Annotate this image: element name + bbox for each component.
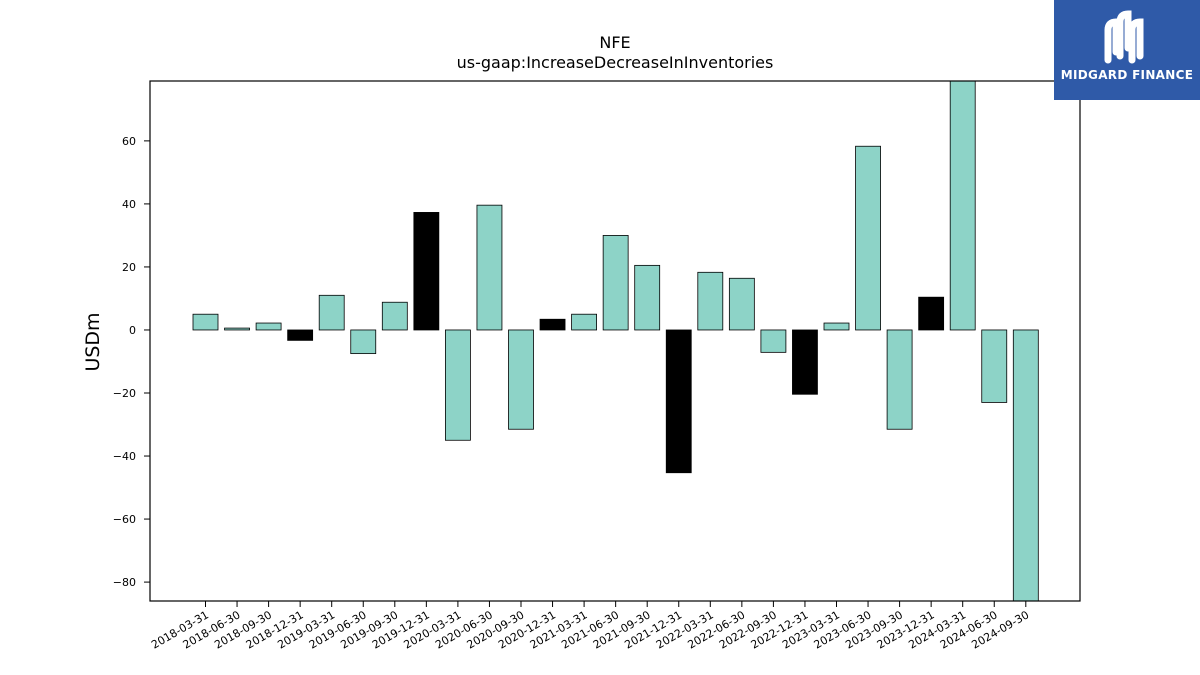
plot-frame [149, 80, 1081, 602]
bar-2021-12-31 [665, 329, 692, 474]
y-axis-label: USDm [82, 312, 104, 371]
bar-2023-03-31 [823, 322, 850, 331]
x-axis: 2018-03-312018-06-302018-09-302018-12-31… [149, 601, 1031, 652]
bar-2018-12-31 [287, 329, 314, 341]
y-tick-label: 40 [122, 198, 136, 211]
y-tick-label: 20 [122, 261, 136, 274]
bar-2020-09-30 [508, 329, 534, 430]
bar-2020-03-31 [444, 329, 471, 441]
y-tick-label: −80 [113, 576, 136, 589]
bar-2024-03-31 [949, 80, 976, 331]
bar-2018-03-31 [192, 313, 219, 331]
bar-2021-09-30 [634, 264, 661, 331]
bar-2022-06-30 [728, 277, 755, 331]
y-tick-label: −60 [113, 513, 136, 526]
chart-subtitle: us-gaap:IncreaseDecreaseInInventories [457, 53, 774, 72]
bar-2021-03-31 [571, 313, 597, 331]
bar-2021-06-30 [602, 235, 629, 331]
y-tick-label: −40 [113, 450, 136, 463]
bar-2022-03-31 [697, 271, 724, 331]
chart-title: NFE [599, 33, 630, 52]
bar-2024-09-30 [1012, 329, 1039, 602]
y-tick-label: 60 [122, 135, 136, 148]
bar-2018-09-30 [255, 322, 282, 331]
bar-2023-06-30 [855, 145, 881, 331]
bar-2023-12-31 [918, 296, 945, 331]
brand-logo: MIDGARD FINANCE [1054, 0, 1200, 100]
bar-2019-12-31 [413, 212, 440, 331]
brand-name: MIDGARD FINANCE [1060, 68, 1194, 82]
bar-2024-06-30 [981, 329, 1008, 403]
bar-2019-09-30 [381, 301, 408, 331]
y-axis: −80 −60 −40 −20 0 20 40 60 [113, 135, 150, 589]
bar-2018-06-30 [224, 327, 250, 331]
bar-2019-03-31 [318, 294, 345, 331]
bars-group [192, 80, 1039, 602]
midgard-logo-icon [1104, 10, 1144, 64]
bar-2023-09-30 [886, 329, 913, 430]
bar-2019-06-30 [350, 329, 377, 355]
bar-2022-12-31 [792, 329, 818, 395]
bar-2020-06-30 [476, 204, 503, 331]
y-tick-label: −20 [113, 387, 136, 400]
y-tick-label: 0 [129, 324, 136, 337]
bar-2022-09-30 [760, 329, 787, 353]
bar-2020-12-31 [539, 318, 566, 331]
